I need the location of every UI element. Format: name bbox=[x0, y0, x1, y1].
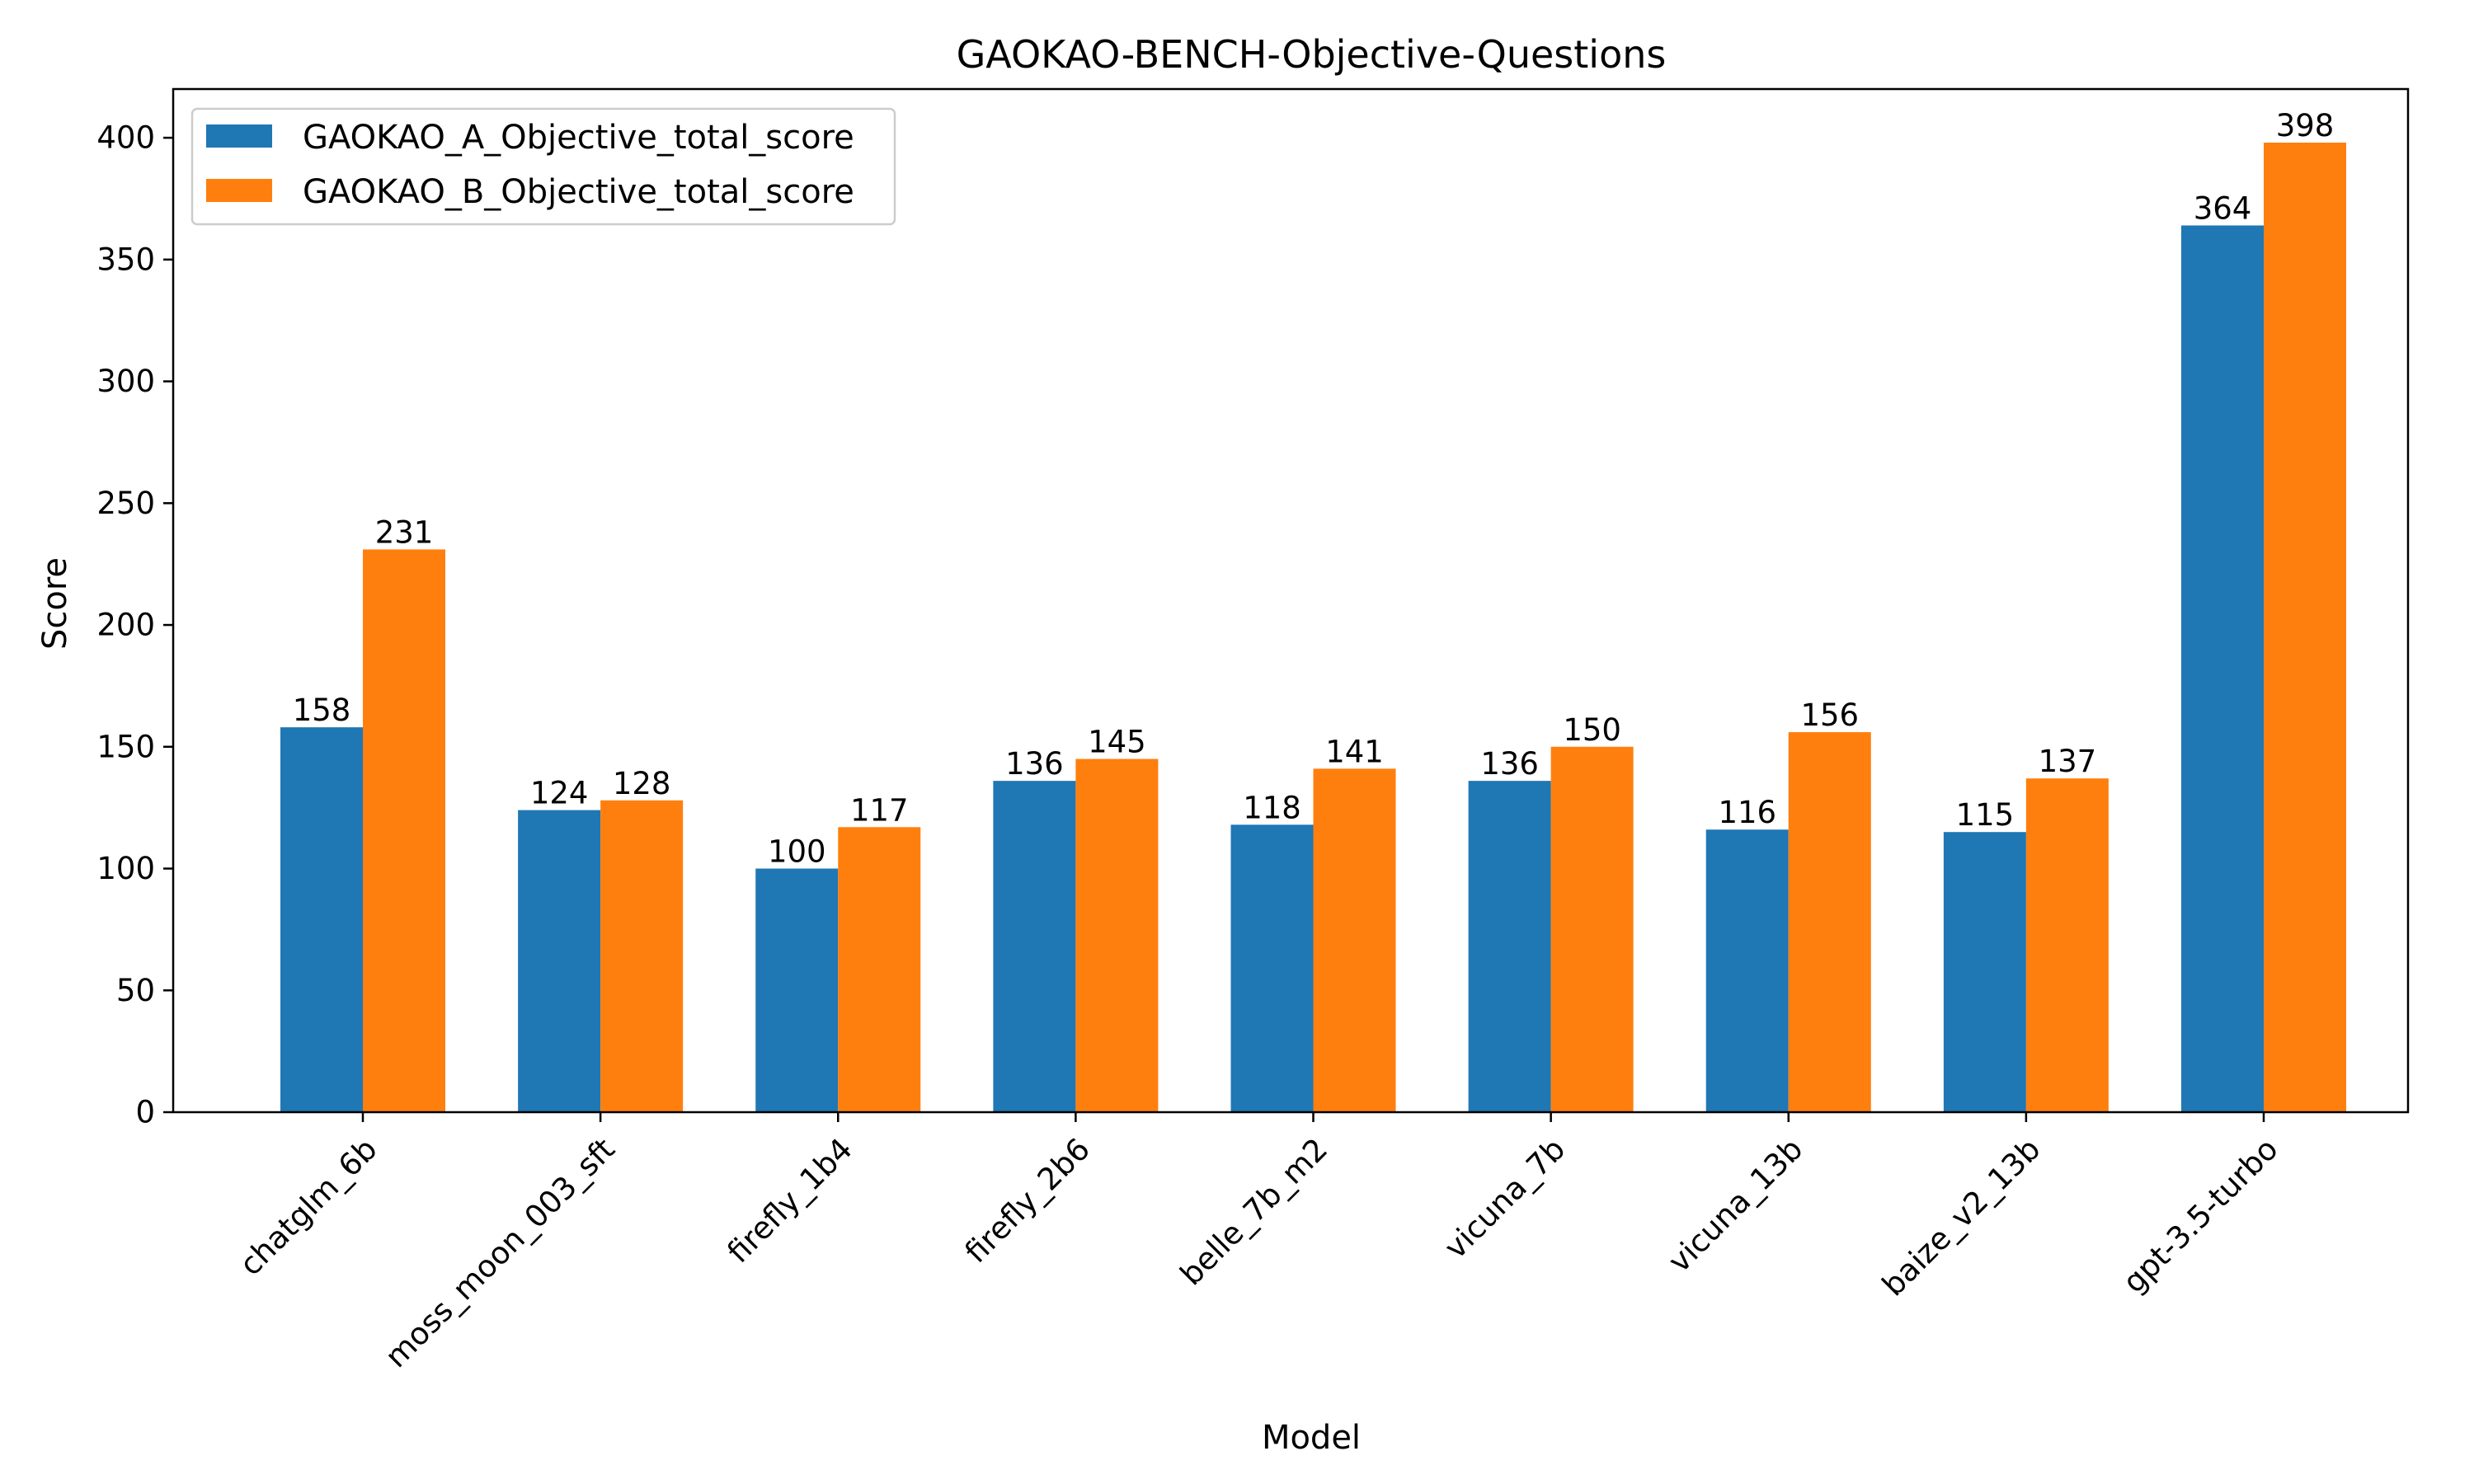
bar-series-b-baize_v2_13b bbox=[2025, 778, 2109, 1112]
x-axis-label: Model bbox=[1262, 1419, 1361, 1457]
legend: GAOKAO_A_Objective_total_score GAOKAO_B_… bbox=[190, 107, 896, 226]
data-label-series-a-chatglm_6b: 158 bbox=[293, 693, 351, 728]
bar-series-a-chatglm_6b bbox=[280, 727, 363, 1112]
bar-series-a-moss_moon_003_sft bbox=[518, 810, 601, 1112]
y-tick-label: 400 bbox=[96, 120, 155, 156]
data-labels-layer: 158 231 124 128 100 117 136 145 118 141 136 150 116 1… bbox=[293, 108, 2335, 870]
y-tick-label: 150 bbox=[96, 729, 155, 764]
bar-series-a-vicuna_7b bbox=[1468, 781, 1551, 1112]
legend-swatch-series-a bbox=[206, 124, 272, 148]
data-label-series-b-firefly_2b6: 145 bbox=[1088, 725, 1146, 760]
bar-series-a-firefly_1b4 bbox=[755, 868, 839, 1112]
bar-series-b-gpt-3.5-turbo bbox=[2264, 143, 2346, 1112]
bar-series-b-moss_moon_003_sft bbox=[600, 800, 684, 1112]
plot-frame bbox=[172, 87, 2410, 1114]
data-label-series-a-gpt-3.5-turbo: 364 bbox=[2194, 190, 2252, 226]
y-tick-label: 300 bbox=[96, 364, 155, 399]
data-label-series-b-belle_7b_m2: 141 bbox=[1325, 734, 1384, 769]
data-label-series-b-baize_v2_13b: 137 bbox=[2039, 744, 2097, 779]
data-label-series-b-firefly_1b4: 117 bbox=[850, 792, 909, 828]
data-label-series-b-vicuna_13b: 156 bbox=[1800, 697, 1859, 733]
data-label-series-a-belle_7b_m2: 118 bbox=[1243, 790, 1301, 825]
data-label-series-b-vicuna_7b: 150 bbox=[1563, 712, 1621, 748]
bar-series-a-belle_7b_m2 bbox=[1230, 824, 1314, 1112]
y-tick-label: 50 bbox=[116, 973, 155, 1008]
data-label-series-b-gpt-3.5-turbo: 398 bbox=[2276, 108, 2335, 143]
data-label-series-b-moss_moon_003_sft: 128 bbox=[613, 766, 671, 801]
data-label-series-a-vicuna_13b: 116 bbox=[1718, 795, 1776, 830]
bar-series-a-baize_v2_13b bbox=[1943, 832, 2026, 1112]
bars-layer bbox=[280, 143, 2346, 1112]
legend-box bbox=[190, 107, 896, 226]
y-tick-label: 350 bbox=[96, 242, 155, 277]
legend-label-series-b: GAOKAO_B_Objective_total_score bbox=[303, 173, 854, 211]
legend-swatch-series-b bbox=[206, 179, 272, 202]
y-axis-label: Score bbox=[36, 557, 74, 650]
data-label-series-a-baize_v2_13b: 115 bbox=[1956, 797, 2015, 833]
chart-title: GAOKAO-BENCH-Objective-Questions bbox=[957, 32, 1667, 77]
bar-series-a-firefly_2b6 bbox=[993, 781, 1076, 1112]
bar-series-b-firefly_1b4 bbox=[838, 827, 921, 1112]
data-label-series-a-vicuna_7b: 136 bbox=[1480, 746, 1539, 782]
y-tick-label: 0 bbox=[135, 1095, 155, 1130]
bar-series-b-vicuna_7b bbox=[1550, 746, 1634, 1112]
bar-series-a-gpt-3.5-turbo bbox=[2181, 225, 2264, 1112]
bar-series-b-firefly_2b6 bbox=[1075, 758, 1159, 1112]
bar-series-b-vicuna_13b bbox=[1788, 732, 1871, 1112]
legend-label-series-a: GAOKAO_A_Objective_total_score bbox=[303, 119, 854, 157]
y-tick-label: 250 bbox=[96, 486, 155, 521]
y-tick-label: 100 bbox=[96, 851, 155, 886]
bar-series-b-belle_7b_m2 bbox=[1313, 768, 1396, 1112]
data-label-series-a-firefly_2b6: 136 bbox=[1005, 746, 1064, 782]
bar-series-a-vicuna_13b bbox=[1705, 829, 1789, 1112]
bar-series-b-chatglm_6b bbox=[363, 549, 445, 1112]
data-label-series-a-firefly_1b4: 100 bbox=[768, 834, 826, 870]
data-label-series-b-chatglm_6b: 231 bbox=[375, 514, 434, 550]
data-label-series-a-moss_moon_003_sft: 124 bbox=[530, 776, 589, 811]
y-tick-label: 200 bbox=[96, 608, 155, 643]
